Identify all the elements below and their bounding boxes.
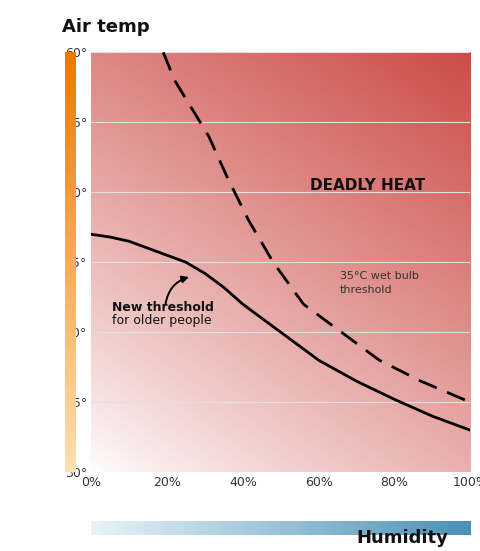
- Text: 35°C wet bulb
threshold: 35°C wet bulb threshold: [339, 271, 419, 295]
- Text: for older people: for older people: [112, 314, 212, 327]
- Text: New threshold: New threshold: [112, 301, 214, 314]
- Text: DEADLY HEAT: DEADLY HEAT: [311, 178, 426, 193]
- Text: Humidity: Humidity: [356, 528, 448, 547]
- Text: Air temp: Air temp: [62, 18, 150, 36]
